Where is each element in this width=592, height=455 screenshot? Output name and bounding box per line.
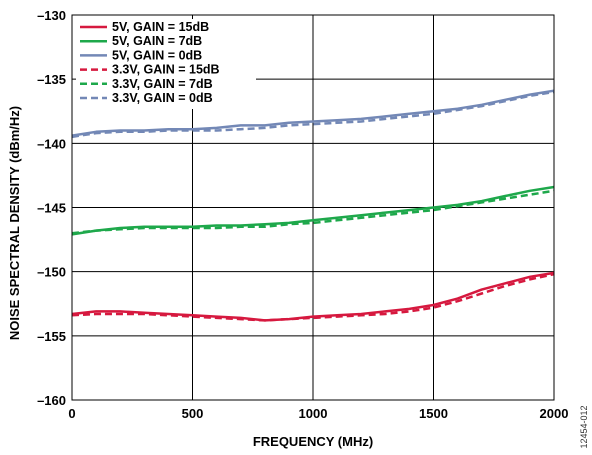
x-tick-label: 1500 (419, 406, 448, 421)
figure-id: 12454-012 (579, 405, 589, 448)
x-tick-label: 500 (182, 406, 204, 421)
y-tick-label: –140 (37, 136, 66, 151)
legend-label: 3.3V, GAIN = 7dB (112, 77, 213, 91)
y-tick-label: –155 (37, 329, 66, 344)
legend-background (76, 19, 256, 109)
series-line (71, 89, 555, 137)
series-line (71, 189, 555, 235)
y-tick-labels: –160 –155 –150 –145 –140 –135 –130 (37, 8, 66, 408)
legend-label: 5V, GAIN = 15dB (112, 20, 209, 34)
x-axis-label: FREQUENCY (MHz) (253, 434, 373, 449)
y-tick-label: –145 (37, 201, 66, 216)
y-tick-label: –150 (37, 265, 66, 280)
series-line (71, 272, 555, 322)
x-tick-label: 1000 (299, 406, 328, 421)
x-tick-label: 0 (68, 406, 75, 421)
legend-label: 5V, GAIN = 7dB (112, 34, 202, 48)
y-axis-label: NOISE SPECTRAL DENSITY (dBm/Hz) (7, 106, 22, 340)
series-line (71, 271, 555, 322)
series-lines (71, 89, 555, 322)
legend-label: 3.3V, GAIN = 0dB (112, 91, 213, 105)
legend-label: 3.3V, GAIN = 15dB (112, 63, 220, 77)
y-tick-label: –130 (37, 8, 66, 23)
x-tick-label: 2000 (540, 406, 569, 421)
legend-label: 5V, GAIN = 0dB (112, 48, 202, 62)
plot-frame (71, 14, 555, 401)
series-line (71, 90, 555, 139)
y-tick-label: –160 (37, 393, 66, 408)
y-tick-label: –135 (37, 72, 66, 87)
x-tick-labels: 0 500 1000 1500 2000 (68, 406, 568, 421)
